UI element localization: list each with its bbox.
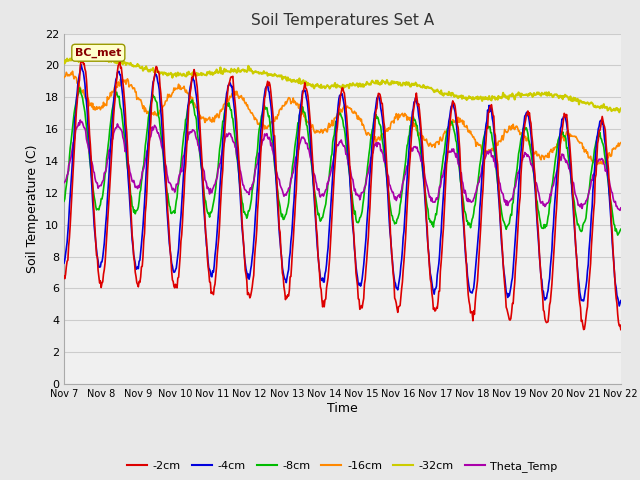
- Line: -16cm: -16cm: [64, 71, 621, 164]
- -2cm: [79, 51, 86, 57]
- Theta_Temp: [185, 129, 193, 135]
- -16cm: [214, 114, 222, 120]
- Line: -32cm: -32cm: [64, 57, 621, 112]
- -2cm: [214, 242, 222, 248]
- -4cm: [128, 237, 136, 243]
- -2cm: [128, 232, 136, 238]
- -8cm: [214, 164, 222, 170]
- -32cm: [185, 69, 193, 74]
- -32cm: [128, 63, 136, 69]
- -4cm: [616, 303, 623, 309]
- X-axis label: Time: Time: [327, 402, 358, 415]
- Line: Theta_Temp: Theta_Temp: [64, 120, 621, 210]
- -8cm: [60, 198, 68, 204]
- Line: -4cm: -4cm: [64, 64, 621, 306]
- -16cm: [71, 73, 79, 79]
- -32cm: [60, 59, 68, 64]
- Y-axis label: Soil Temperature (C): Soil Temperature (C): [26, 144, 39, 273]
- -16cm: [594, 161, 602, 167]
- -2cm: [411, 99, 419, 105]
- -4cm: [617, 298, 625, 303]
- Theta_Temp: [214, 167, 222, 172]
- -8cm: [614, 232, 621, 238]
- Title: Soil Temperatures Set A: Soil Temperatures Set A: [251, 13, 434, 28]
- -16cm: [617, 140, 625, 145]
- Legend: -2cm, -4cm, -8cm, -16cm, -32cm, Theta_Temp: -2cm, -4cm, -8cm, -16cm, -32cm, Theta_Te…: [123, 457, 562, 477]
- -16cm: [185, 92, 193, 97]
- -16cm: [411, 121, 419, 127]
- -4cm: [185, 99, 193, 105]
- -32cm: [411, 82, 419, 88]
- -16cm: [60, 75, 68, 81]
- -8cm: [185, 102, 193, 108]
- -8cm: [128, 204, 136, 209]
- -16cm: [128, 84, 136, 90]
- -32cm: [90, 54, 98, 60]
- -4cm: [60, 260, 68, 266]
- Theta_Temp: [617, 205, 625, 211]
- -4cm: [77, 61, 85, 67]
- Line: -2cm: -2cm: [64, 54, 621, 330]
- -2cm: [70, 152, 78, 158]
- -32cm: [70, 55, 78, 60]
- Theta_Temp: [70, 139, 78, 144]
- -32cm: [214, 70, 222, 76]
- -4cm: [428, 274, 435, 280]
- Line: -8cm: -8cm: [64, 88, 621, 235]
- -16cm: [68, 68, 76, 74]
- -2cm: [60, 274, 68, 279]
- -4cm: [411, 98, 419, 104]
- -2cm: [185, 105, 193, 110]
- -8cm: [411, 117, 419, 122]
- -8cm: [428, 218, 435, 224]
- -32cm: [428, 85, 435, 91]
- -32cm: [617, 106, 625, 111]
- Theta_Temp: [60, 180, 68, 186]
- -32cm: [616, 109, 623, 115]
- Theta_Temp: [616, 207, 624, 213]
- Theta_Temp: [76, 117, 84, 123]
- -8cm: [76, 85, 83, 91]
- -8cm: [70, 110, 78, 116]
- -2cm: [428, 280, 435, 286]
- Text: BC_met: BC_met: [75, 48, 122, 58]
- Theta_Temp: [411, 144, 419, 150]
- -8cm: [617, 227, 625, 232]
- Theta_Temp: [428, 198, 435, 204]
- Theta_Temp: [128, 179, 136, 184]
- -2cm: [617, 327, 625, 333]
- -16cm: [428, 142, 435, 147]
- -4cm: [70, 132, 78, 138]
- -4cm: [214, 215, 222, 221]
